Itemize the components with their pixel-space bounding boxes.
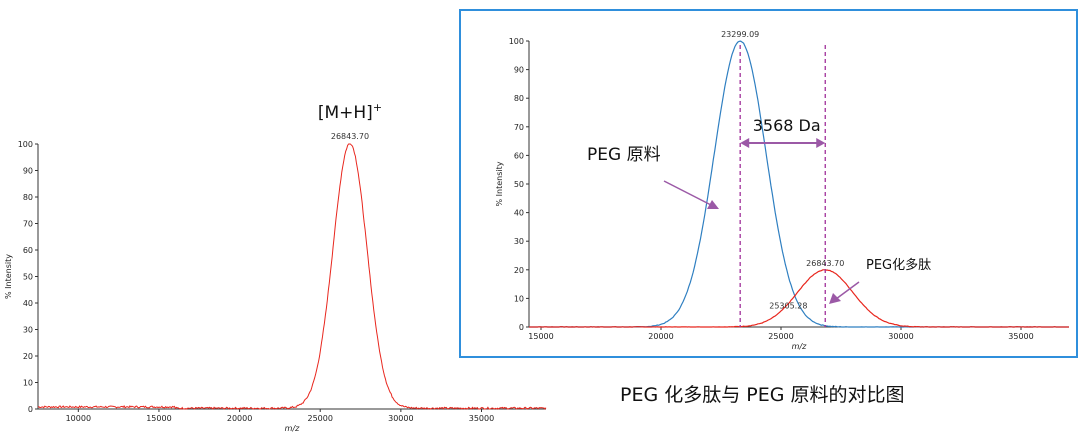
x-tick-label: 30000 [888,332,913,341]
ion-superscript: + [373,101,382,114]
peak-label: 25305.28 [769,302,807,311]
y-tick-label: 30 [23,326,33,335]
x-tick-label: 35000 [469,414,494,423]
y-tick-label: 10 [23,379,33,388]
y-tick-label: 30 [514,237,524,246]
peak-label: 26843.70 [331,132,369,141]
mass-difference-label: 3568 Da [753,116,821,135]
y-tick-label: 90 [23,167,33,176]
peg-raw-pointer [663,180,712,206]
peg-conjugate-annotation: PEG化多肽 [866,257,931,273]
y-tick-label: 70 [23,220,33,229]
x-axis-label: m/z [792,342,807,351]
y-tick-label: 60 [23,246,33,255]
x-tick-label: 35000 [1008,332,1033,341]
y-axis-label: % Intensity [495,161,504,206]
y-tick-label: 0 [28,405,33,414]
peak-label: 23299.09 [721,30,759,39]
y-tick-label: 50 [23,273,33,282]
x-tick-label: 20000 [227,414,252,423]
arrowhead-right-icon [816,138,826,148]
x-tick-label: 25000 [307,414,332,423]
comparison-spectrum-chart: 0 10 20 30 40 50 60 70 80 90 100 15000 20000 25000 300… [459,9,1078,358]
peak-label: 26843.70 [806,259,844,268]
x-axis-label: m/z [285,424,300,433]
x-tick-label: 10000 [66,414,91,423]
arrowhead-left-icon [740,138,750,148]
y-tick-label: 20 [514,266,524,275]
y-tick-label: 80 [23,193,33,202]
ion-annotation: [M+H]+ [318,101,382,123]
spectrum-line-blue [529,40,1069,328]
left-spectrum-chart: 0 10 20 30 40 50 60 70 80 90 100 10000 15000 20000 250… [4,101,547,433]
y-tick-label: 50 [514,180,524,189]
comparison-spectrum-svg: 0 10 20 30 40 50 60 70 80 90 100 15000 20000 25000 300… [495,30,1069,351]
x-tick-label: 30000 [388,414,413,423]
y-tick-label: 10 [514,294,524,303]
y-tick-label: 80 [514,94,524,103]
x-tick-label: 25000 [768,332,793,341]
y-tick-label: 20 [23,352,33,361]
spectrum-line-red [37,143,547,410]
y-tick-label: 100 [18,140,33,149]
x-tick-label: 15000 [146,414,171,423]
y-axis-label: % Intensity [4,254,13,299]
y-tick-label: 100 [509,37,524,46]
spectrum-line-red [529,269,1069,328]
y-tick-label: 0 [519,323,524,332]
y-tick-label: 70 [514,123,524,132]
y-tick-label: 40 [23,299,33,308]
y-tick-label: 90 [514,66,524,75]
peg-conjugate-arrowhead-icon [829,293,841,304]
y-tick-label: 40 [514,209,524,218]
x-tick-label: 20000 [648,332,673,341]
figure-caption: PEG 化多肽与 PEG 原料的对比图 [620,384,905,406]
peg-raw-arrowhead-icon [707,200,719,209]
peg-conjugate-pointer [835,281,860,300]
x-tick-label: 15000 [528,332,553,341]
peg-raw-annotation: PEG 原料 [587,145,661,165]
y-tick-label: 60 [514,151,524,160]
